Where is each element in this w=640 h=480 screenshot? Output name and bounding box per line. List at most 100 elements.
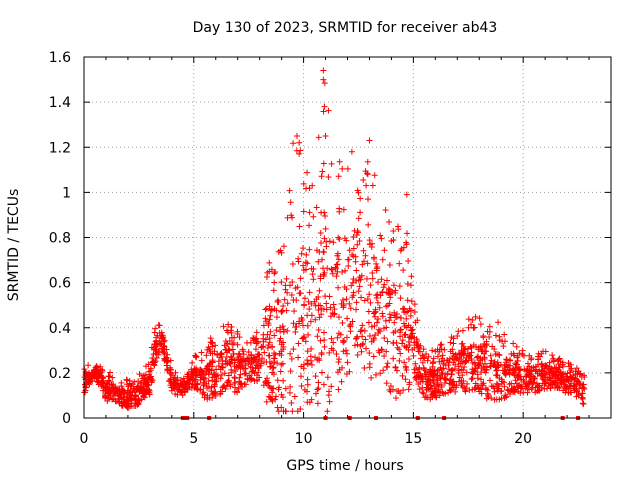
data-point xyxy=(262,306,269,313)
data-point xyxy=(506,381,513,388)
data-point xyxy=(297,290,304,297)
data-point xyxy=(149,355,156,362)
data-point xyxy=(344,165,351,172)
data-point xyxy=(102,394,109,401)
data-point xyxy=(167,375,174,382)
data-point xyxy=(478,390,485,397)
data-point xyxy=(431,387,438,394)
data-point xyxy=(358,327,365,334)
data-point xyxy=(288,355,295,362)
data-point xyxy=(272,269,279,276)
data-point xyxy=(287,199,294,206)
data-point xyxy=(379,288,386,295)
data-point xyxy=(189,368,196,375)
data-point xyxy=(361,297,368,304)
data-point xyxy=(110,385,117,392)
data-point xyxy=(414,338,421,345)
data-point xyxy=(350,289,357,296)
data-point xyxy=(354,352,361,359)
data-point xyxy=(360,176,367,183)
data-point xyxy=(427,396,434,403)
x-tick-label: 15 xyxy=(404,431,422,447)
data-point xyxy=(356,283,363,290)
data-point xyxy=(455,370,462,377)
data-point xyxy=(225,321,232,328)
data-point xyxy=(309,271,316,278)
data-point xyxy=(297,405,304,412)
data-point xyxy=(433,394,440,401)
data-point xyxy=(127,392,134,399)
data-point xyxy=(359,333,366,340)
data-point xyxy=(446,366,453,373)
data-point xyxy=(306,185,313,192)
data-point xyxy=(542,348,549,355)
data-point xyxy=(330,239,337,246)
data-point xyxy=(486,328,493,335)
data-point xyxy=(308,265,315,272)
data-point xyxy=(225,346,232,353)
data-point xyxy=(374,299,381,306)
data-point xyxy=(433,375,440,382)
data-point xyxy=(189,359,196,366)
grid-layer xyxy=(84,57,611,418)
data-point xyxy=(575,368,582,375)
data-point xyxy=(514,373,521,380)
data-point xyxy=(399,337,406,344)
data-point xyxy=(434,346,441,353)
data-point xyxy=(424,394,431,401)
data-point xyxy=(437,364,444,371)
data-point xyxy=(106,373,113,380)
data-point xyxy=(450,378,457,385)
data-point xyxy=(261,349,268,356)
data-point xyxy=(212,372,219,379)
data-point xyxy=(295,340,302,347)
data-point xyxy=(401,323,408,330)
data-point xyxy=(298,250,305,257)
data-point xyxy=(454,333,461,340)
data-point xyxy=(171,385,178,392)
data-point xyxy=(514,384,521,391)
data-point xyxy=(360,258,367,265)
data-point xyxy=(124,400,131,407)
data-point xyxy=(425,386,432,393)
data-point xyxy=(81,389,88,396)
data-point xyxy=(228,323,235,330)
data-point xyxy=(506,362,513,369)
data-point xyxy=(140,383,147,390)
data-point xyxy=(452,361,459,368)
data-point xyxy=(148,344,155,351)
data-point xyxy=(386,218,393,225)
data-point xyxy=(299,317,306,324)
data-point xyxy=(555,356,562,363)
data-point xyxy=(298,363,305,370)
data-point xyxy=(527,378,534,385)
data-point xyxy=(408,327,415,334)
data-point xyxy=(501,331,508,338)
data-point xyxy=(246,372,253,379)
data-point xyxy=(481,350,488,357)
data-point-outlier xyxy=(403,191,410,198)
data-point xyxy=(317,229,324,236)
data-point xyxy=(378,346,385,353)
data-point xyxy=(316,287,323,294)
data-point xyxy=(306,246,313,253)
data-point xyxy=(287,383,294,390)
data-point xyxy=(399,306,406,313)
data-point xyxy=(318,351,325,358)
data-point xyxy=(475,346,482,353)
data-point xyxy=(364,170,371,177)
data-point xyxy=(403,315,410,322)
data-point xyxy=(450,335,457,342)
data-point xyxy=(486,323,493,330)
data-point xyxy=(274,360,281,367)
data-point xyxy=(168,379,175,386)
data-point xyxy=(363,182,370,189)
data-point xyxy=(395,223,402,230)
data-point xyxy=(373,294,380,301)
data-point xyxy=(229,354,236,361)
data-point xyxy=(326,388,333,395)
data-point xyxy=(460,343,467,350)
data-point xyxy=(349,294,356,301)
data-point xyxy=(205,383,212,390)
data-point xyxy=(289,408,296,415)
